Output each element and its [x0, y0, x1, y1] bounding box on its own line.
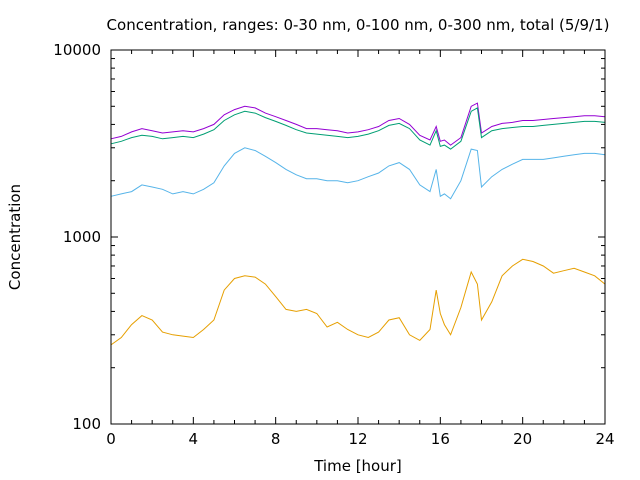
series-line-1: [110, 102, 606, 146]
x-tick-label: 12: [348, 430, 367, 448]
x-tick-label: 24: [595, 430, 614, 448]
series-line-4: [110, 258, 606, 346]
series-line-2: [110, 107, 606, 150]
x-tick-label: 16: [431, 430, 450, 448]
y-tick-label: 1000: [63, 228, 101, 246]
tick-layer: 0 4 8 12 16 20 24 100 1000 10000: [53, 41, 614, 448]
series-line-3: [110, 147, 606, 200]
x-tick-label: 20: [513, 430, 532, 448]
x-axis-label: Time [hour]: [313, 457, 402, 475]
x-tick-label: 4: [189, 430, 199, 448]
x-tick-label: 8: [271, 430, 281, 448]
x-tick-label: 0: [106, 430, 116, 448]
y-axis-label: Concentration: [6, 184, 24, 290]
series-layer: [110, 102, 606, 346]
y-tick-label: 10000: [53, 41, 101, 59]
plot-frame: [110, 49, 606, 425]
chart-title: Concentration, ranges: 0-30 nm, 0-100 nm…: [107, 16, 610, 34]
y-tick-label: 100: [72, 415, 101, 433]
